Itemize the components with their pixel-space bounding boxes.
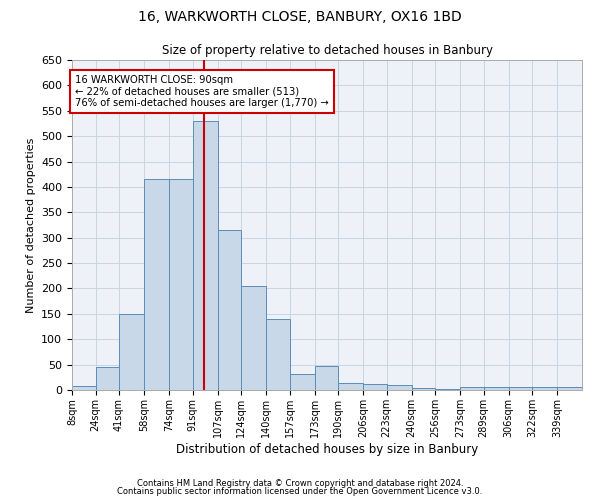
Bar: [532, 387, 557, 390]
Bar: [241, 286, 266, 390]
Bar: [386, 386, 412, 390]
Bar: [119, 314, 144, 390]
X-axis label: Distribution of detached houses by size in Banbury: Distribution of detached houses by size …: [176, 442, 478, 456]
Bar: [509, 387, 532, 390]
Bar: [435, 389, 460, 390]
Bar: [95, 367, 119, 390]
Bar: [72, 386, 95, 390]
Bar: [144, 180, 169, 390]
Bar: [363, 384, 386, 390]
Bar: [412, 388, 435, 390]
Text: Contains public sector information licensed under the Open Government Licence v3: Contains public sector information licen…: [118, 487, 482, 496]
Text: 16 WARKWORTH CLOSE: 90sqm
← 22% of detached houses are smaller (513)
76% of semi: 16 WARKWORTH CLOSE: 90sqm ← 22% of detac…: [75, 75, 329, 108]
Bar: [460, 387, 484, 390]
Bar: [169, 180, 193, 390]
Bar: [266, 319, 290, 390]
Title: Size of property relative to detached houses in Banbury: Size of property relative to detached ho…: [161, 44, 493, 58]
Y-axis label: Number of detached properties: Number of detached properties: [26, 138, 35, 312]
Text: Contains HM Land Registry data © Crown copyright and database right 2024.: Contains HM Land Registry data © Crown c…: [137, 478, 463, 488]
Bar: [193, 121, 218, 390]
Bar: [557, 387, 582, 390]
Bar: [290, 374, 314, 390]
Text: 16, WARKWORTH CLOSE, BANBURY, OX16 1BD: 16, WARKWORTH CLOSE, BANBURY, OX16 1BD: [138, 10, 462, 24]
Bar: [484, 387, 509, 390]
Bar: [314, 366, 338, 390]
Bar: [218, 230, 241, 390]
Bar: [338, 383, 363, 390]
